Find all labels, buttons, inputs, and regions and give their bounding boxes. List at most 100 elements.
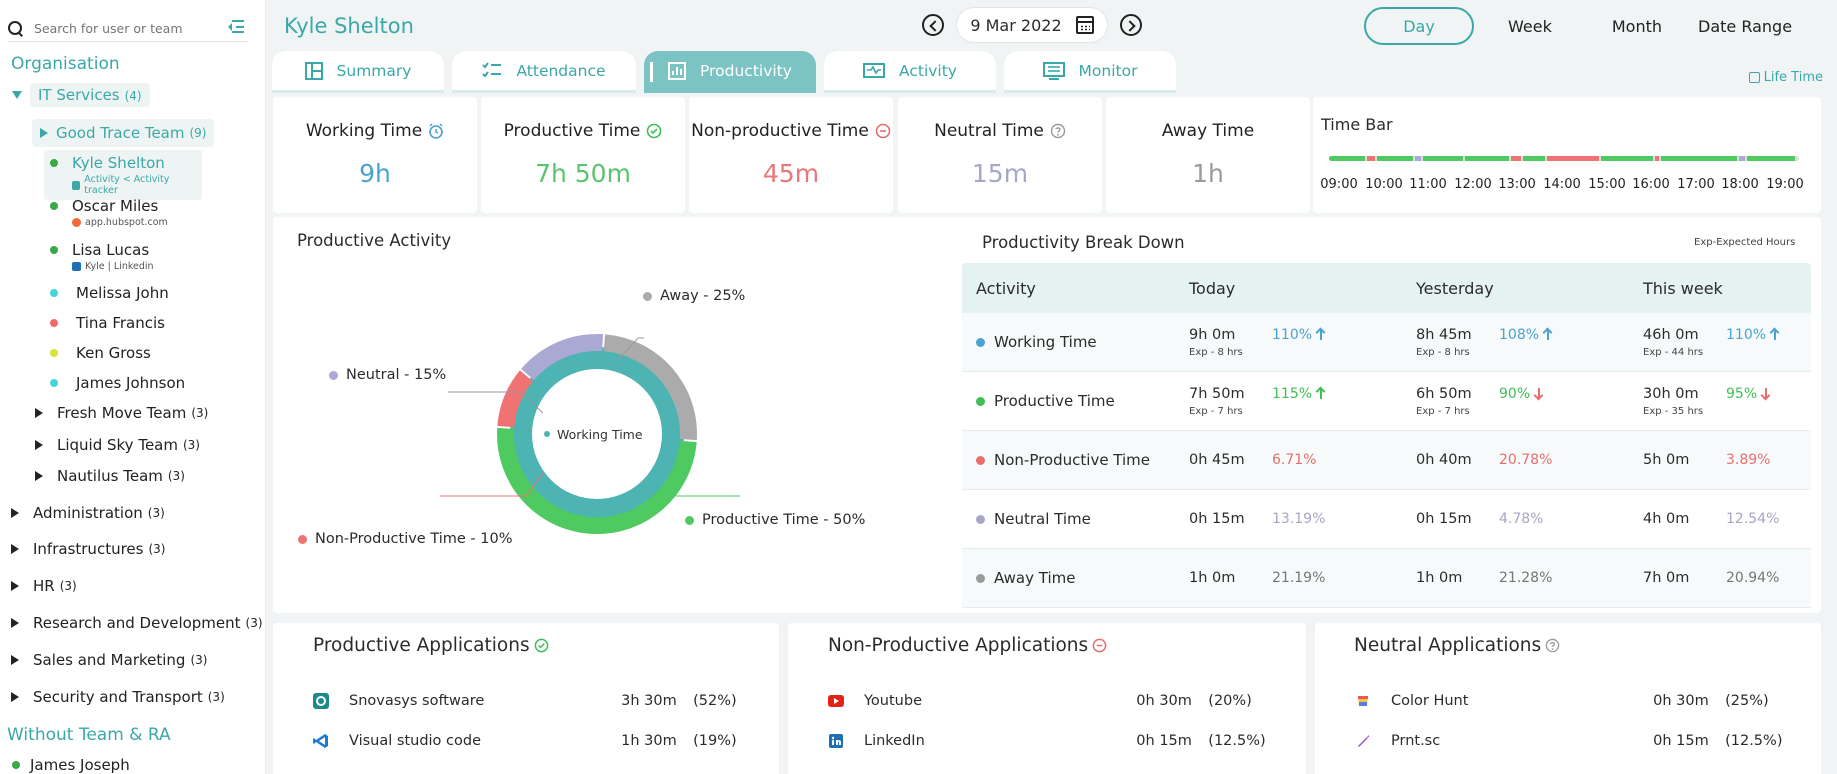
stat-value: 1h <box>1192 159 1224 188</box>
tree-security-transport[interactable]: Security and Transport (3) <box>11 688 225 706</box>
alarm-icon <box>429 123 443 139</box>
value-cell: 5h 0m 3.89% <box>1643 452 1811 468</box>
legend-neutral: Neutral - 15% <box>329 367 446 383</box>
cell-percent: 4.78% <box>1499 511 1544 527</box>
dept-label: Security and Transport <box>33 688 203 706</box>
status-dot <box>50 289 58 297</box>
collapsed-icon <box>35 440 43 450</box>
tree-nautilus-team[interactable]: Nautilus Team (3) <box>35 467 185 485</box>
hour-label: 13:00 <box>1498 177 1536 192</box>
cell-value: 9h 0m <box>1189 326 1236 343</box>
member-activity: Kyle | Linkedin <box>85 261 154 272</box>
value-cell: 4h 0m 12.54% <box>1643 511 1811 527</box>
range-date-range[interactable]: Date Range <box>1698 16 1793 36</box>
team-label: Fresh Move Team <box>57 404 187 422</box>
tree-liquid-sky-team[interactable]: Liquid Sky Team (3) <box>35 436 200 454</box>
activity-label: Working Time <box>994 333 1097 351</box>
cell-value: 5h 0m <box>1643 452 1690 468</box>
member-activity: Activity < Activity tracker <box>84 174 170 196</box>
header-activity: Activity <box>976 278 1036 298</box>
away-leader-line <box>617 337 639 361</box>
next-date-icon[interactable] <box>1120 14 1142 36</box>
member-lisa-lucas[interactable]: Lisa Lucas Kyle | Linkedin <box>50 241 154 272</box>
tree-fresh-move-team[interactable]: Fresh Move Team (3) <box>35 404 208 422</box>
app-percent: (12.5%) <box>1208 733 1266 749</box>
app-percent: (52%) <box>693 693 737 709</box>
range-week[interactable]: Week <box>1508 16 1552 36</box>
date-picker[interactable]: 9 Mar 2022 <box>956 7 1108 43</box>
cell-expected: Exp - 44 hrs <box>1643 346 1704 358</box>
cell-percent: 6.71% <box>1272 452 1317 468</box>
app-row[interactable]: LinkedIn 0h 15m (12.5%) <box>828 733 1268 749</box>
cell-percent: 21.19% <box>1272 570 1326 586</box>
collapse-sidebar-icon[interactable] <box>228 20 244 34</box>
dept-label: HR <box>33 577 55 595</box>
row-activity: Away Time <box>962 569 1189 587</box>
tab-activity[interactable]: Activity <box>824 51 996 93</box>
app-time: 0h 15m <box>1653 733 1709 749</box>
minus-circle-icon <box>875 123 891 139</box>
app-row[interactable]: Visual studio code 1h 30m (19%) <box>313 733 743 749</box>
stat-value: 7h 50m <box>535 159 631 188</box>
time-bar-hours: 09:00 10:00 11:00 12:00 13:00 14:00 15:0… <box>1320 177 1821 193</box>
legend-label: Non-Productive Time - 10% <box>315 531 513 547</box>
member-tina-francis[interactable]: Tina Francis <box>50 314 165 332</box>
prev-date-icon[interactable] <box>922 14 944 36</box>
question-circle-icon <box>1545 638 1560 653</box>
cell-value: 6h 50m <box>1416 385 1472 402</box>
tab-summary[interactable]: Summary <box>272 51 444 93</box>
tree-administration[interactable]: Administration (3) <box>11 504 165 522</box>
tree-sales-marketing[interactable]: Sales and Marketing (3) <box>11 651 207 669</box>
cell-value: 0h 15m <box>1416 511 1472 527</box>
member-oscar-miles[interactable]: Oscar Miles app.hubspot.com <box>50 197 168 228</box>
value-cell: 7h 0m 20.94% <box>1643 570 1811 586</box>
segment-productive <box>1523 156 1545 161</box>
dept-count: (3) <box>190 653 208 667</box>
collapsed-icon <box>11 655 19 665</box>
value-cell: 8h 45m Exp - 8 hrs 108% <box>1416 327 1643 358</box>
arrow-up-icon <box>1320 388 1323 399</box>
calendar-icon[interactable] <box>1075 16 1094 34</box>
search-input[interactable] <box>34 21 214 36</box>
breakdown-row: Working Time 9h 0m Exp - 8 hrs 110% 8h 45m Ex… <box>962 313 1811 372</box>
tab-attendance[interactable]: Attendance <box>452 51 636 93</box>
tree-it-services[interactable]: IT Services (4) <box>12 83 150 107</box>
segment-productive <box>1377 156 1413 161</box>
cell-percent: 13.19% <box>1272 511 1326 527</box>
range-day[interactable]: Day <box>1364 7 1474 45</box>
tree-infrastructures[interactable]: Infrastructures (3) <box>11 540 165 558</box>
team-label: Nautilus Team <box>57 467 163 485</box>
tab-monitor[interactable]: Monitor <box>1004 51 1176 93</box>
life-time-link[interactable]: Life Time <box>1748 70 1823 85</box>
activity-icon <box>863 62 886 78</box>
member-kyle-shelton[interactable]: Kyle Shelton Activity < Activity tracker <box>44 150 202 200</box>
member-james-johnson[interactable]: James Johnson <box>50 374 185 392</box>
status-dot <box>50 379 58 387</box>
dept-label: Administration <box>33 504 143 522</box>
app-row[interactable]: Prnt.sc 0h 15m (12.5%) <box>1355 733 1785 749</box>
team-count: (3) <box>182 438 200 452</box>
range-month[interactable]: Month <box>1611 16 1662 36</box>
tree-research-development[interactable]: Research and Development (3) <box>11 614 263 632</box>
tab-productivity[interactable]: Productivity <box>644 51 816 93</box>
legend-productive: Productive Time - 50% <box>685 512 865 528</box>
cell-percent: 12.54% <box>1726 511 1780 527</box>
app-row[interactable]: Youtube 0h 30m (20%) <box>828 693 1268 709</box>
cell-expected: Exp - 35 hrs <box>1643 405 1704 417</box>
app-row[interactable]: Snovasys software 3h 30m (52%) <box>313 693 743 709</box>
good-trace-count: (9) <box>189 126 207 140</box>
arrow-up-icon <box>1774 329 1777 340</box>
tree-good-trace-team[interactable]: Good Trace Team (9) <box>32 119 215 147</box>
status-dot <box>50 202 58 210</box>
cell-value: 0h 45m <box>1189 452 1245 468</box>
app-row[interactable]: Color Hunt 0h 30m (25%) <box>1355 693 1785 709</box>
search-icon <box>8 20 24 37</box>
cell-percent: 20.94% <box>1726 570 1780 586</box>
productive-activity-title: Productive Activity <box>297 231 452 250</box>
tree-hr[interactable]: HR (3) <box>11 577 77 595</box>
member-james-joseph[interactable]: James Joseph <box>12 756 130 774</box>
stat-label: Productive Time <box>503 121 641 141</box>
member-ken-gross[interactable]: Ken Gross <box>50 344 151 362</box>
dept-count: (3) <box>245 616 263 630</box>
member-melissa-john[interactable]: Melissa John <box>50 284 169 302</box>
